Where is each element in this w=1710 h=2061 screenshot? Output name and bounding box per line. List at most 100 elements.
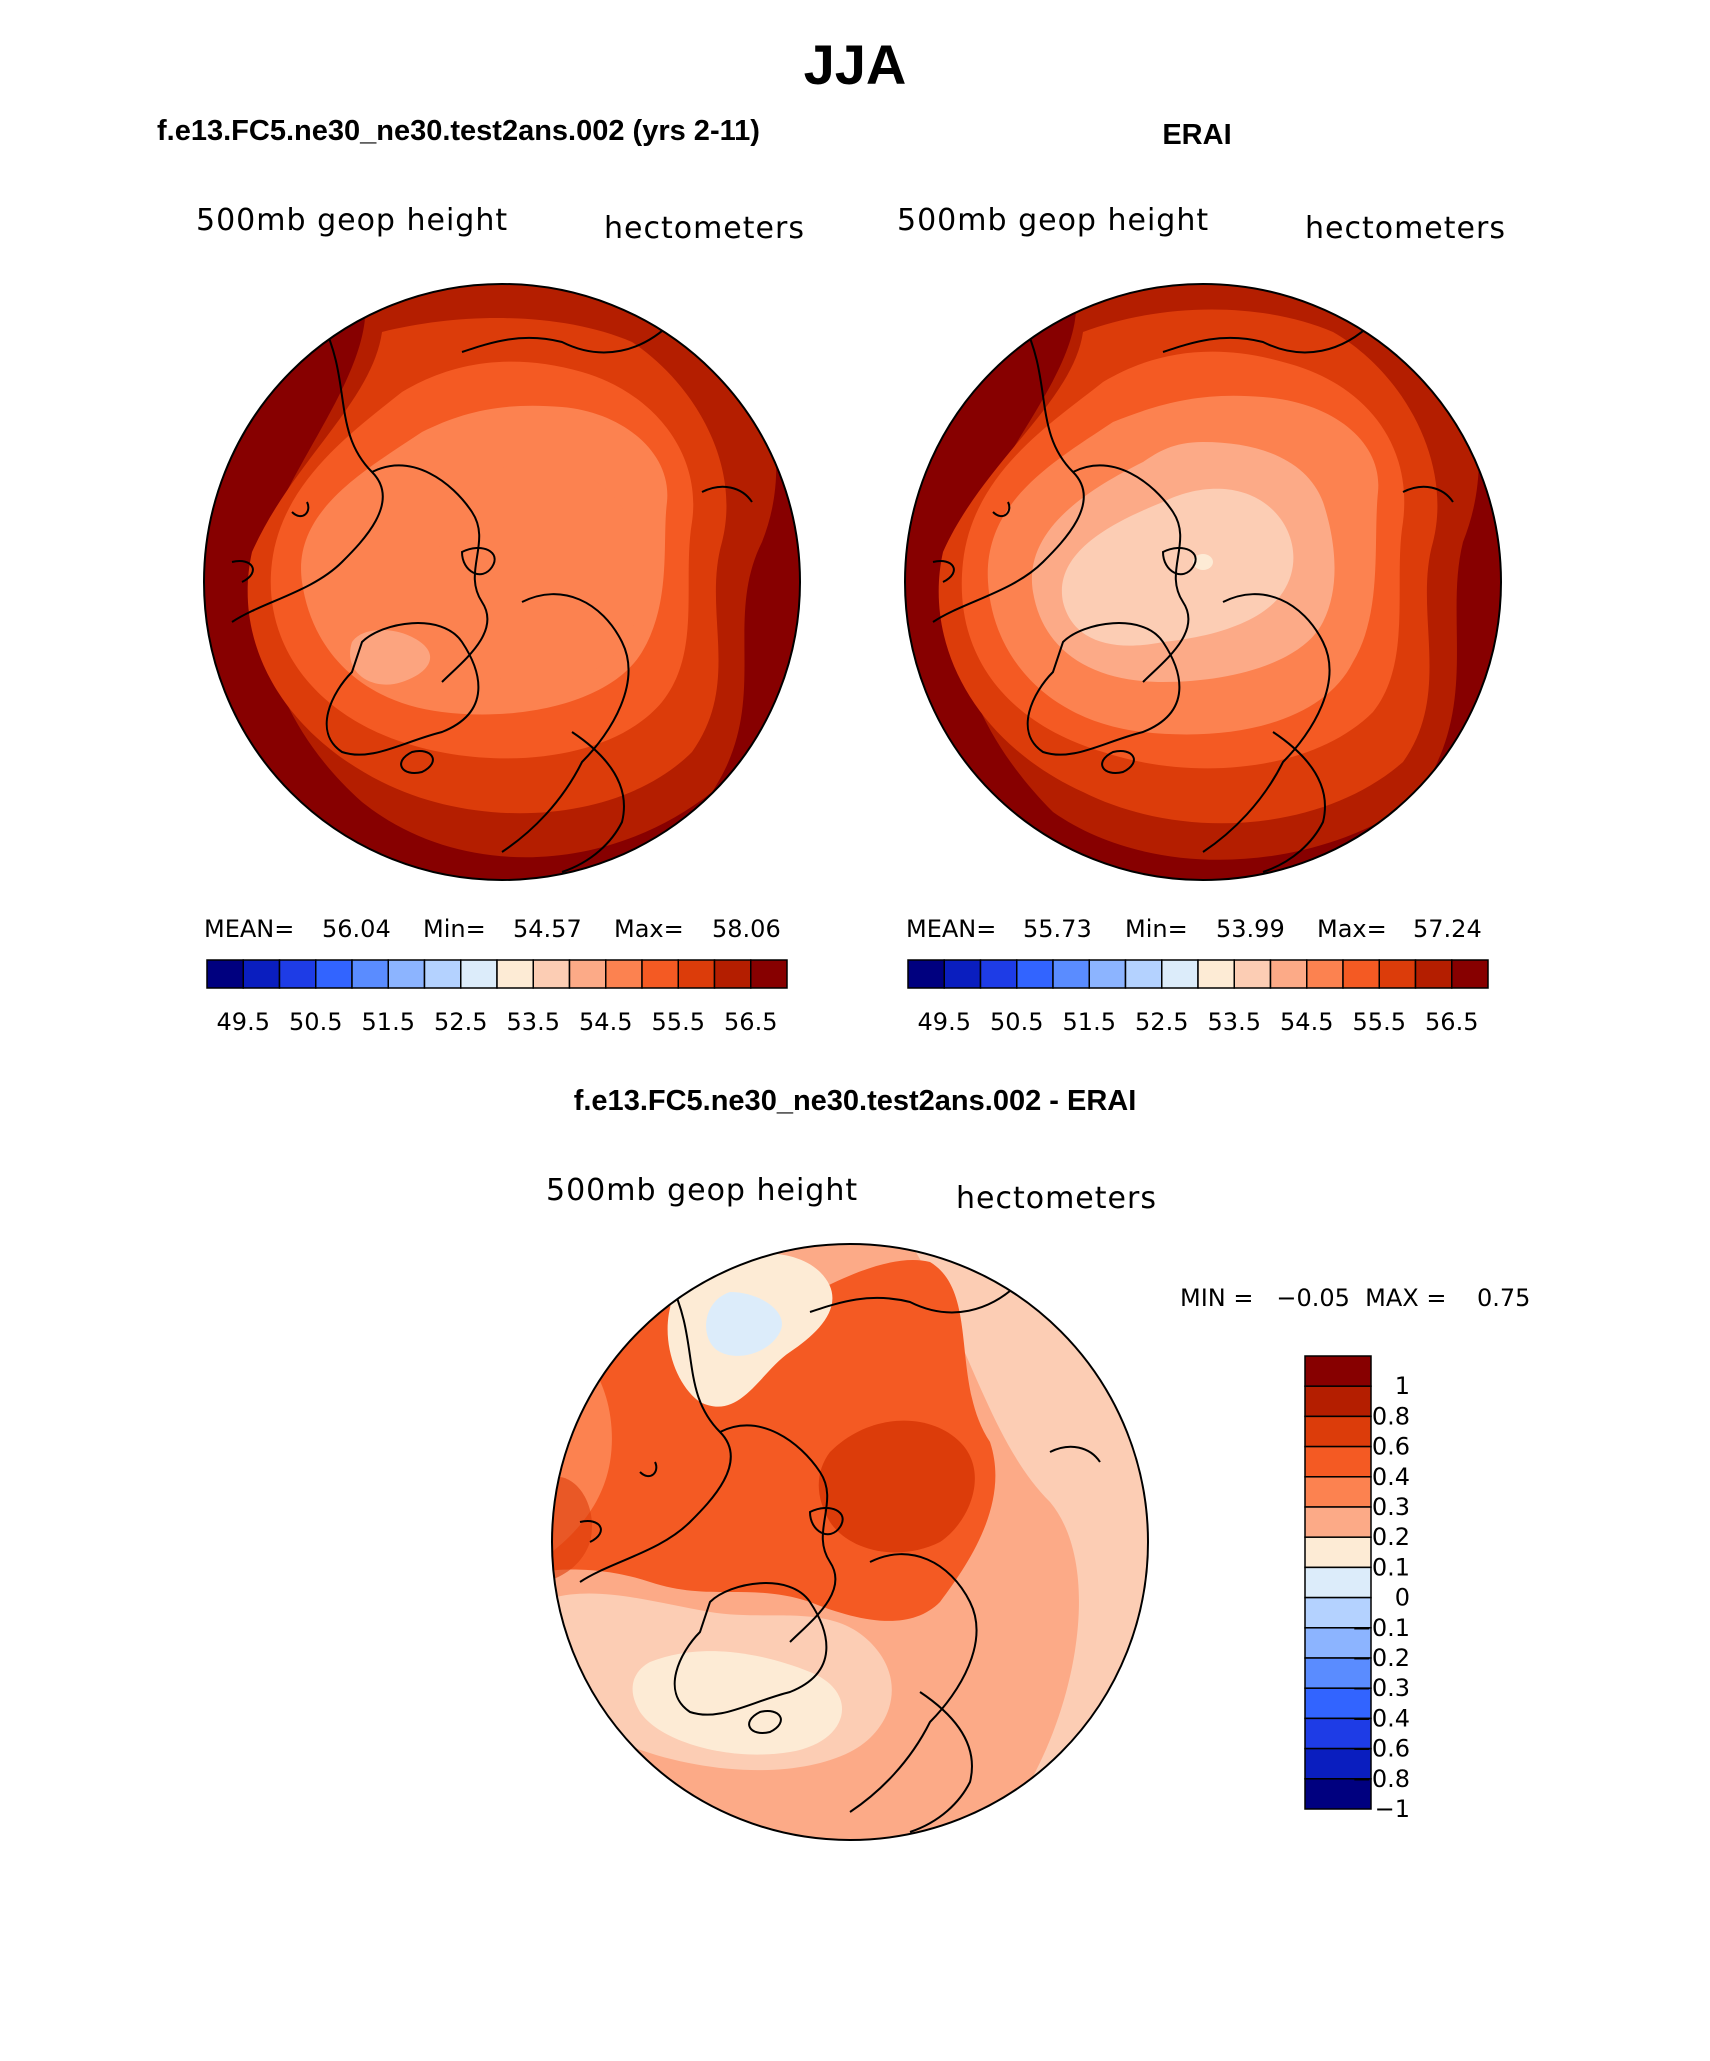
colorbar-tick-label: 0.1 xyxy=(1372,1553,1410,1581)
obs-min-label: Min= xyxy=(1125,915,1188,943)
colorbar-swatch xyxy=(278,959,317,989)
colorbar-swatch xyxy=(1304,1506,1372,1538)
colorbar-tick-label: −0.4 xyxy=(1352,1704,1410,1732)
colorbar-swatch xyxy=(641,959,679,989)
colorbar-swatch xyxy=(1304,1476,1372,1508)
diff-colorbar: 10.8 0.60.40.30.20.1 0−0.1−0.2−0.3−0.4 −0.6… xyxy=(1304,1355,1410,1823)
model-mean-label: MEAN= xyxy=(204,915,294,943)
diff-units-label: hectometers xyxy=(956,1181,1157,1216)
colorbar-tick-label: 52.5 xyxy=(1135,1008,1188,1036)
obs-contour-band xyxy=(1193,554,1213,570)
panel-diff: f.e13.FC5.ne30_ne30.test2ans.002 - ERAI … xyxy=(546,1085,1530,1841)
colorbar-swatch xyxy=(532,959,571,989)
colorbar-swatch xyxy=(750,959,788,989)
colorbar-swatch xyxy=(315,959,353,989)
colorbar-swatch xyxy=(1304,1445,1372,1478)
colorbar-tick-label: −0.2 xyxy=(1352,1644,1410,1672)
diff-field-label: 500mb geop height xyxy=(546,1173,858,1208)
diff-contour-band xyxy=(632,1651,843,1755)
colorbar-tick-label: 55.5 xyxy=(1353,1008,1406,1036)
colorbar-tick-label: 49.5 xyxy=(217,1008,270,1036)
model-field-label: 500mb geop height xyxy=(196,203,508,238)
obs-min-value: 53.99 xyxy=(1216,915,1285,943)
model-contour-band xyxy=(430,463,642,684)
colorbar-swatch xyxy=(713,959,752,989)
colorbar-swatch xyxy=(1269,959,1308,989)
colorbar-swatch xyxy=(1304,1717,1372,1750)
colorbar-tick-label: 0 xyxy=(1395,1584,1410,1612)
colorbar-swatch xyxy=(677,959,716,989)
colorbar-swatch xyxy=(1088,959,1127,989)
model-min-value: 54.57 xyxy=(513,915,582,943)
obs-mean-label: MEAN= xyxy=(906,915,996,943)
colorbar-swatch xyxy=(1304,1627,1372,1659)
colorbar-tick-label: −1 xyxy=(1375,1795,1410,1823)
colorbar-tick-label: 56.5 xyxy=(1425,1008,1478,1036)
colorbar-tick-label: 50.5 xyxy=(289,1008,342,1036)
colorbar-tick-label: 0.6 xyxy=(1372,1433,1410,1461)
colorbar-swatch xyxy=(1161,959,1199,989)
colorbar-tick-label: 55.5 xyxy=(652,1008,705,1036)
model-case-title: f.e13.FC5.ne30_ne30.test2ans.002 (yrs 2-… xyxy=(157,115,760,147)
colorbar-swatch xyxy=(1304,1566,1372,1599)
colorbar-swatch xyxy=(1052,959,1090,989)
colorbar-swatch xyxy=(1304,1747,1372,1780)
diff-contour-band xyxy=(706,1292,782,1356)
panel-model: f.e13.FC5.ne30_ne30.test2ans.002 (yrs 2-… xyxy=(157,115,805,1036)
colorbar-swatch xyxy=(1306,959,1344,989)
colorbar-swatch xyxy=(1451,959,1489,989)
diff-coastlines xyxy=(579,1281,1101,1833)
colorbar-swatch xyxy=(460,959,498,989)
colorbar-swatch xyxy=(568,959,607,989)
model-mean-value: 56.04 xyxy=(322,915,391,943)
obs-field-label: 500mb geop height xyxy=(897,203,1209,238)
colorbar-swatch xyxy=(1197,959,1235,989)
obs-units-label: hectometers xyxy=(1305,211,1506,246)
colorbar-tick-label: −0.8 xyxy=(1352,1765,1410,1793)
colorbar-tick-label: 52.5 xyxy=(434,1008,487,1036)
colorbar-tick-label: 50.5 xyxy=(990,1008,1043,1036)
model-colorbar: 49.5 50.5 51.5 52.5 53.5 54.5 55.5 56.5 xyxy=(206,959,788,1036)
colorbar-swatch xyxy=(351,959,389,989)
colorbar-swatch xyxy=(423,959,462,989)
obs-case-title: ERAI xyxy=(1162,119,1231,151)
colorbar-tick-label: 0.4 xyxy=(1372,1463,1410,1491)
colorbar-swatch xyxy=(1304,1536,1372,1569)
colorbar-swatch xyxy=(1378,959,1417,989)
obs-polar-map xyxy=(904,283,1502,881)
model-units-label: hectometers xyxy=(604,211,805,246)
colorbar-swatch xyxy=(1304,1415,1372,1448)
obs-max-label: Max= xyxy=(1317,915,1387,943)
obs-max-value: 57.24 xyxy=(1413,915,1482,943)
diff-case-title: f.e13.FC5.ne30_ne30.test2ans.002 - ERAI xyxy=(574,1085,1137,1117)
colorbar-swatch xyxy=(1233,959,1272,989)
obs-contour-band xyxy=(1061,488,1294,646)
colorbar-swatch xyxy=(1304,1596,1372,1629)
colorbar-swatch xyxy=(1304,1657,1372,1689)
model-min-label: Min= xyxy=(423,915,486,943)
model-polar-map xyxy=(203,283,801,881)
model-max-value: 58.06 xyxy=(712,915,781,943)
colorbar-tick-label: 53.5 xyxy=(507,1008,560,1036)
obs-coastlines xyxy=(932,321,1454,873)
obs-map-outline xyxy=(904,283,1502,881)
colorbar-swatch xyxy=(1304,1355,1372,1387)
colorbar-swatch xyxy=(1124,959,1163,989)
colorbar-swatch xyxy=(943,959,982,989)
colorbar-tick-label: 0.8 xyxy=(1372,1402,1410,1430)
colorbar-tick-label: 0.3 xyxy=(1372,1493,1410,1521)
colorbar-tick-label: 49.5 xyxy=(918,1008,971,1036)
panel-obs: ERAI 500mb geop height hectometers xyxy=(897,119,1506,1036)
colorbar-tick-label: 54.5 xyxy=(579,1008,632,1036)
colorbar-tick-label: −0.3 xyxy=(1352,1674,1410,1702)
diff-minmax-label: MIN = −0.05 MAX = 0.75 xyxy=(1180,1284,1530,1312)
colorbar-tick-label: 54.5 xyxy=(1280,1008,1333,1036)
model-coastlines xyxy=(231,321,753,873)
colorbar-tick-label: 0.2 xyxy=(1372,1523,1410,1551)
colorbar-tick-label: 51.5 xyxy=(362,1008,415,1036)
colorbar-tick-label: 1 xyxy=(1395,1372,1410,1400)
colorbar-swatch xyxy=(1304,1385,1372,1418)
colorbar-tick-label: 51.5 xyxy=(1063,1008,1116,1036)
colorbar-swatch xyxy=(242,959,281,989)
